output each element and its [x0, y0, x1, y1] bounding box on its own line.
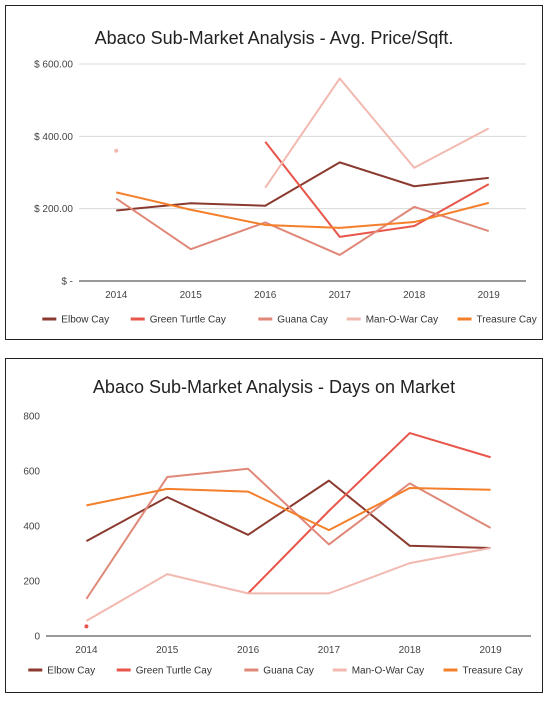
y-tick-label: $ 400.00	[34, 132, 73, 143]
legend-label: Green Turtle Cay	[136, 666, 212, 677]
legend-label: Man-O-War Cay	[366, 315, 438, 326]
legend-label: Treasure Cay	[477, 315, 537, 326]
series-point	[114, 148, 119, 153]
chart-title: Abaco Sub-Market Analysis - Avg. Price/S…	[95, 28, 454, 48]
y-tick-label: $ 200.00	[34, 204, 73, 215]
x-tick-label: 2016	[254, 290, 277, 301]
x-tick-label: 2018	[399, 645, 422, 656]
days-chart-panel: Abaco Sub-Market Analysis - Days on Mark…	[5, 358, 543, 693]
x-tick-label: 2017	[318, 645, 341, 656]
series-line	[85, 547, 491, 622]
x-tick-label: 2019	[479, 645, 502, 656]
y-tick-label: 400	[23, 522, 40, 533]
series-line	[85, 467, 492, 600]
y-tick-label: 600	[23, 467, 40, 478]
y-tick-label: $ -	[61, 277, 73, 288]
series-line	[116, 191, 489, 229]
x-tick-label: 2015	[156, 645, 179, 656]
y-tick-label: 800	[23, 412, 40, 423]
legend-label: Man-O-War Cay	[352, 666, 424, 677]
series-line	[85, 479, 491, 549]
x-tick-label: 2014	[75, 645, 98, 656]
legend-label: Elbow Cay	[47, 666, 95, 677]
legend-label: Guana Cay	[277, 315, 328, 326]
y-tick-label: 200	[23, 577, 40, 588]
y-tick-label: 0	[34, 632, 40, 643]
price-chart: Abaco Sub-Market Analysis - Avg. Price/S…	[34, 28, 537, 326]
series-line	[86, 487, 491, 532]
x-tick-label: 2014	[105, 290, 128, 301]
series-point	[84, 624, 89, 629]
legend-label: Guana Cay	[263, 666, 314, 677]
days-chart: Abaco Sub-Market Analysis - Days on Mark…	[23, 377, 531, 677]
x-tick-label: 2017	[329, 290, 352, 301]
legend-label: Treasure Cay	[463, 666, 523, 677]
series-line	[247, 432, 491, 595]
x-tick-label: 2015	[180, 290, 203, 301]
price-chart-panel: Abaco Sub-Market Analysis - Avg. Price/S…	[5, 5, 543, 340]
legend-label: Elbow Cay	[61, 315, 109, 326]
x-tick-label: 2019	[478, 290, 501, 301]
chart-title: Abaco Sub-Market Analysis - Days on Mark…	[93, 377, 455, 397]
series-line	[264, 77, 490, 189]
series-line	[116, 161, 489, 212]
series-line	[115, 197, 490, 256]
legend-label: Green Turtle Cay	[150, 315, 226, 326]
series-line	[264, 141, 490, 238]
x-tick-label: 2018	[403, 290, 426, 301]
y-tick-label: $ 600.00	[34, 60, 73, 71]
x-tick-label: 2016	[237, 645, 260, 656]
